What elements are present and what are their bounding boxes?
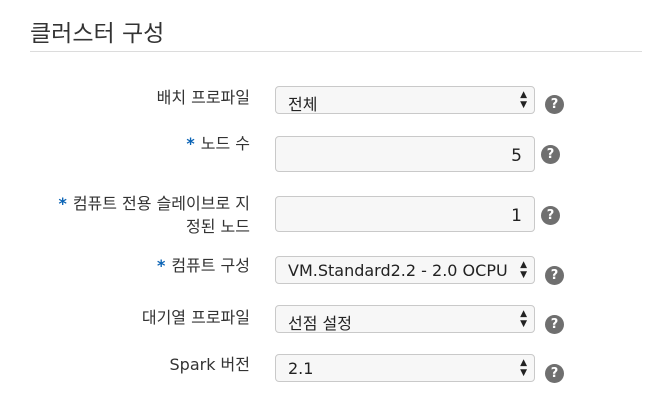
- updown-arrows-icon: ▲ ▼: [520, 260, 527, 280]
- compute-only-nodes-input[interactable]: 1: [275, 196, 535, 232]
- node-count-label-text: 노드 수: [200, 134, 250, 153]
- help-icon[interactable]: ?: [545, 95, 564, 114]
- help-icon[interactable]: ?: [545, 315, 564, 334]
- queue-profile-label-text: 대기열 프로파일: [141, 308, 250, 327]
- title-divider: [30, 51, 642, 52]
- compute-only-nodes-label-line2: 정된 노드: [186, 217, 250, 236]
- batch-profile-select[interactable]: 전체 ▲ ▼: [275, 86, 535, 114]
- updown-arrows-icon: ▲ ▼: [520, 309, 527, 329]
- node-count-value: 5: [511, 146, 522, 166]
- queue-profile-label: 대기열 프로파일: [10, 306, 250, 329]
- spark-version-label-text: Spark 버전: [169, 355, 251, 374]
- compute-shape-select[interactable]: VM.Standard2.2 - 2.0 OCPU ▲ ▼: [275, 256, 535, 284]
- node-count-label: * 노드 수: [10, 132, 250, 155]
- help-icon[interactable]: ?: [541, 145, 560, 164]
- queue-profile-value: 선점 설정: [288, 314, 352, 333]
- node-count-input[interactable]: 5: [275, 136, 535, 172]
- compute-only-nodes-value: 1: [511, 206, 522, 226]
- compute-shape-label: * 컴퓨트 구성: [10, 254, 250, 277]
- required-mark: *: [156, 256, 166, 275]
- batch-profile-label-text: 배치 프로파일: [156, 88, 250, 107]
- required-mark: *: [186, 134, 195, 153]
- compute-shape-label-text: 컴퓨트 구성: [171, 256, 250, 275]
- batch-profile-label: 배치 프로파일: [10, 86, 250, 109]
- compute-only-nodes-label-line1: 컴퓨트 전용 슬레이브로 지: [72, 194, 250, 213]
- compute-only-nodes-label: * 컴퓨트 전용 슬레이브로 지 정된 노드: [10, 192, 250, 238]
- spark-version-value: 2.1: [288, 359, 314, 378]
- batch-profile-value: 전체: [288, 95, 318, 114]
- updown-arrows-icon: ▲ ▼: [520, 90, 527, 110]
- compute-shape-value: VM.Standard2.2 - 2.0 OCPU: [288, 261, 508, 280]
- help-icon[interactable]: ?: [545, 364, 564, 383]
- help-icon[interactable]: ?: [545, 266, 564, 285]
- spark-version-label: Spark 버전: [10, 353, 251, 376]
- spark-version-select[interactable]: 2.1 ▲ ▼: [275, 354, 535, 382]
- help-icon[interactable]: ?: [541, 206, 560, 225]
- queue-profile-select[interactable]: 선점 설정 ▲ ▼: [275, 305, 535, 333]
- updown-arrows-icon: ▲ ▼: [520, 358, 527, 378]
- section-title: 클러스터 구성: [30, 21, 165, 47]
- required-mark: *: [58, 194, 67, 213]
